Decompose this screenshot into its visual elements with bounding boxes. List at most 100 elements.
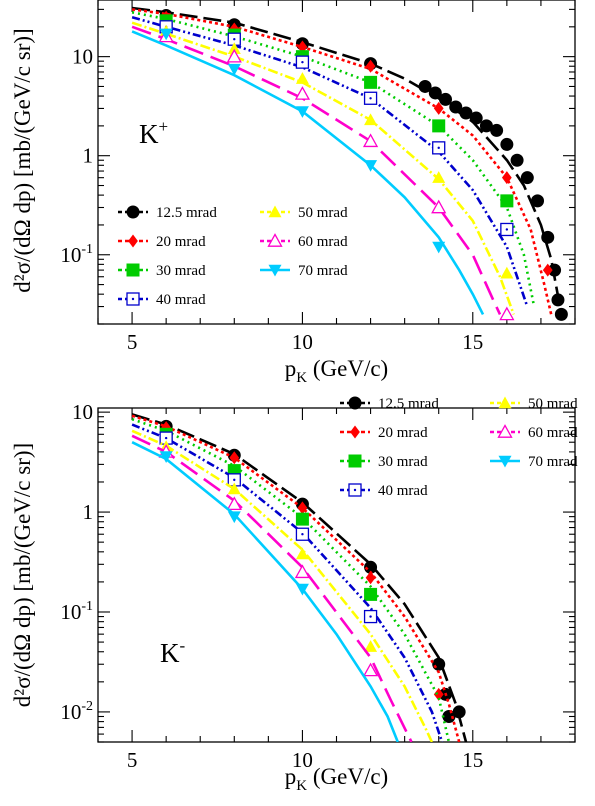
- data-point: [362, 133, 379, 148]
- data-point: [520, 171, 534, 185]
- legend-label: 30 mrad: [378, 454, 428, 470]
- data-point: [364, 587, 378, 601]
- y-tick-label: 10-1: [60, 599, 93, 624]
- y-tick-label: 10-1: [60, 242, 93, 267]
- legend-item: 30 mrad: [118, 263, 206, 279]
- series-curve: [131, 30, 485, 315]
- y-axis-label: d²σ/(dΩ dp) [mb/(GeV/c sr)]: [10, 443, 35, 707]
- data-point: [295, 527, 310, 541]
- y-tick-label: 10-2: [60, 699, 93, 724]
- series-curve: [131, 423, 444, 742]
- legend-marker: [350, 425, 360, 439]
- legend-item: 60 mrad: [260, 233, 348, 250]
- data-point: [362, 662, 379, 677]
- data-point: [510, 153, 524, 167]
- data-point: [500, 194, 514, 208]
- data-point: [531, 194, 545, 208]
- data-point: [227, 42, 241, 54]
- data-point: [500, 137, 514, 151]
- legend-marker: [348, 396, 362, 410]
- data-point: [548, 263, 562, 277]
- data-point: [365, 59, 376, 73]
- data-point: [226, 496, 242, 511]
- legend-marker: [126, 292, 140, 306]
- data-point: [159, 451, 173, 463]
- data-point: [500, 222, 514, 237]
- x-tick-label: 10: [292, 330, 313, 354]
- data-point: [542, 263, 553, 277]
- legend-marker: [128, 234, 138, 248]
- legend-label: 60 mrad: [298, 234, 348, 250]
- legend-item: 70 mrad: [260, 263, 348, 279]
- series-curve: [131, 441, 400, 742]
- data-point: [501, 171, 512, 185]
- legend-label: 70 mrad: [528, 454, 578, 470]
- data-point: [432, 657, 446, 671]
- series-50-mrad: [131, 429, 434, 742]
- legend-label: 12.5 mrad: [378, 396, 439, 412]
- x-tick-label: 10: [292, 748, 313, 772]
- legend-label: 50 mrad: [298, 205, 348, 221]
- data-point: [295, 512, 309, 526]
- legend-marker: [348, 483, 362, 497]
- legend-marker: [497, 424, 513, 438]
- data-point: [295, 55, 310, 69]
- legend-item: 70 mrad: [490, 454, 578, 470]
- data-point: [364, 75, 378, 89]
- data-point: [500, 266, 514, 279]
- legend-label: 70 mrad: [298, 263, 348, 279]
- legend-marker: [268, 264, 282, 277]
- data-point: [459, 106, 473, 120]
- legend-label: 30 mrad: [156, 263, 206, 279]
- data-point: [433, 101, 444, 115]
- data-point: [364, 560, 378, 574]
- data-point: [365, 571, 376, 585]
- series-curve: [131, 413, 468, 742]
- legend-marker: [126, 263, 140, 277]
- data-point: [551, 293, 565, 307]
- legend-label: 60 mrad: [528, 425, 578, 441]
- data-point: [227, 63, 241, 76]
- data-point: [431, 199, 447, 214]
- data-point: [297, 501, 308, 515]
- data-point: [227, 511, 241, 524]
- data-point: [433, 687, 444, 701]
- series-70-mrad: [131, 441, 400, 742]
- legend-item: 20 mrad: [340, 425, 428, 441]
- data-point: [295, 583, 309, 596]
- data-point: [428, 86, 442, 100]
- y-axis-label: d²σ/(dΩ dp) [mb/(GeV/c sr)]: [10, 28, 35, 292]
- data-point: [439, 92, 453, 106]
- data-point: [364, 640, 378, 652]
- legend-item: 50 mrad: [260, 205, 348, 221]
- data-point: [554, 307, 568, 321]
- y-tick-label: 10: [72, 45, 93, 69]
- legend-marker: [498, 455, 512, 468]
- legend-item: 40 mrad: [340, 483, 428, 499]
- data-point: [227, 473, 241, 487]
- data-point: [432, 141, 446, 155]
- data-point: [229, 451, 240, 465]
- legend-marker: [126, 205, 140, 219]
- legend-label: 20 mrad: [156, 234, 206, 250]
- series-40-mrad: [131, 423, 444, 742]
- legend-item: 30 mrad: [340, 454, 428, 470]
- data-point: [295, 106, 309, 118]
- series-curve: [131, 429, 434, 742]
- legend: 12.5 mrad 20 mrad 30 mrad 40 mrad 50 mrad 60 …: [340, 396, 578, 499]
- y-tick-label: 10: [72, 400, 93, 424]
- data-point: [432, 171, 446, 183]
- data-point: [490, 123, 504, 137]
- series-curve: [131, 417, 451, 742]
- data-point: [364, 160, 378, 172]
- legend-item: 60 mrad: [490, 424, 578, 441]
- legend-label: 50 mrad: [528, 396, 578, 412]
- data-point: [432, 241, 446, 254]
- data-point: [442, 709, 456, 723]
- legend-label: 40 mrad: [156, 292, 206, 308]
- legend-item: 50 mrad: [490, 396, 578, 412]
- legend-marker: [268, 205, 282, 218]
